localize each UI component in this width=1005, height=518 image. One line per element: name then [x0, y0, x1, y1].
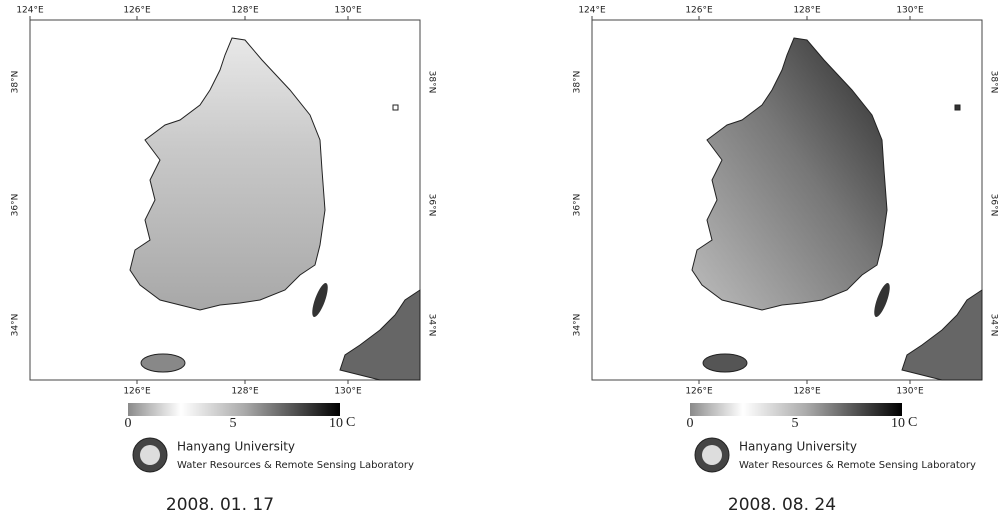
date-caption: 2008. 08. 24 [728, 495, 836, 515]
top-axis-label: 130°E [334, 6, 362, 16]
logo-emblem-inner [702, 445, 722, 465]
right-axis-label: 38°N [989, 71, 999, 94]
colorbar-tick-label: 0 [687, 416, 694, 431]
ulleung-island [955, 105, 960, 110]
right-axis-label: 36°N [427, 194, 437, 217]
left-axis-label: 38°N [573, 71, 583, 94]
colorbar-unit: C [908, 415, 917, 430]
map-panel: 124°E 126°E 128°E 130°E 126°E 128°E 130°E 38°N 3… [573, 6, 999, 516]
colorbar-tick-label: 10 [891, 416, 905, 431]
left-axis-label: 38°N [11, 71, 21, 94]
jeju-island [703, 354, 747, 372]
left-axis-label: 36°N [573, 194, 583, 217]
top-axis-label: 126°E [123, 6, 151, 16]
top-axis-label: 128°E [231, 6, 259, 16]
colorbar [690, 403, 902, 416]
right-axis-label: 34°N [989, 314, 999, 337]
top-axis-label: 124°E [578, 6, 606, 16]
colorbar-tick-label: 10 [329, 416, 343, 431]
bottom-axis-label: 126°E [123, 387, 151, 397]
map-panel: 124°E 126°E 128°E 130°E 126°E 128°E 130°E 38°N 3… [11, 6, 437, 516]
bottom-axis-label: 128°E [231, 387, 259, 397]
ulleung-island [393, 105, 398, 110]
colorbar-tick-label: 0 [125, 416, 132, 431]
figure: 124°E 126°E 128°E 130°E 126°E 128°E 130°E 38°N 3… [0, 0, 1005, 518]
left-axis-label: 34°N [11, 314, 21, 337]
university-name: Hanyang University [177, 440, 295, 454]
right-axis-label: 38°N [427, 71, 437, 94]
top-axis-label: 126°E [685, 6, 713, 16]
bottom-axis-label: 130°E [896, 387, 924, 397]
laboratory-name: Water Resources & Remote Sensing Laborat… [739, 460, 976, 471]
colorbar-unit: C [346, 415, 355, 430]
left-axis-label: 36°N [11, 194, 21, 217]
right-axis-label: 36°N [989, 194, 999, 217]
right-axis-label: 34°N [427, 314, 437, 337]
logo-emblem-inner [140, 445, 160, 465]
top-axis-label: 124°E [16, 6, 44, 16]
top-axis-label: 128°E [793, 6, 821, 16]
bottom-axis-label: 126°E [685, 387, 713, 397]
university-name: Hanyang University [739, 440, 857, 454]
bottom-axis-label: 128°E [793, 387, 821, 397]
left-axis-label: 34°N [573, 314, 583, 337]
date-caption: 2008. 01. 17 [166, 495, 274, 515]
bottom-axis-label: 130°E [334, 387, 362, 397]
laboratory-name: Water Resources & Remote Sensing Laborat… [177, 460, 414, 471]
top-axis-label: 130°E [896, 6, 924, 16]
colorbar [128, 403, 340, 416]
jeju-island [141, 354, 185, 372]
colorbar-tick-label: 5 [230, 416, 237, 431]
colorbar-tick-label: 5 [792, 416, 799, 431]
